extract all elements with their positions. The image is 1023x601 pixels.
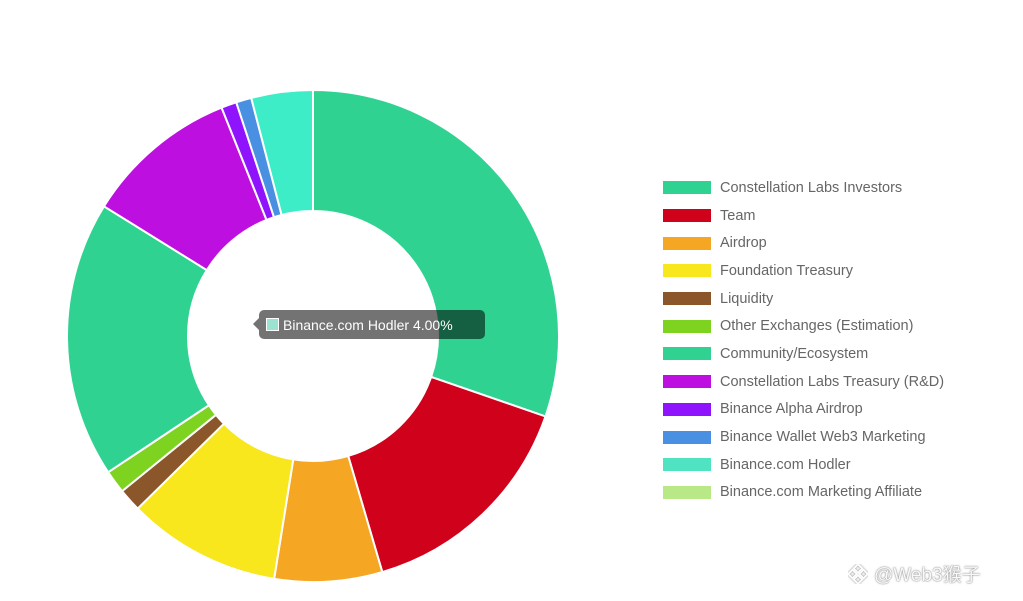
legend-label: Constellation Labs Treasury (R&D) [720, 373, 945, 390]
legend-swatch [663, 264, 711, 278]
legend-swatch [663, 236, 711, 250]
legend-item-constellation-labs-treasury-r-d[interactable]: Constellation Labs Treasury (R&D) [663, 368, 1003, 396]
slice-community-ecosystem[interactable] [66, 204, 211, 474]
legend-label: Binance Alpha Airdrop [720, 401, 863, 418]
legend-swatch [663, 292, 711, 306]
legend-item-binance-com-marketing-affiliate[interactable]: Binance.com Marketing Affiliate [663, 479, 1003, 507]
legend-item-airdrop[interactable]: Airdrop [663, 229, 1003, 257]
binance-square-logo-icon [848, 563, 868, 584]
legend-label: Team [720, 207, 756, 224]
tooltip-color-swatch [266, 318, 279, 331]
legend-label: Community/Ecosystem [720, 345, 869, 362]
legend-item-team[interactable]: Team [663, 202, 1003, 230]
legend-swatch [663, 375, 711, 389]
chart-tooltip: Binance.com Hodler 4.00% [253, 310, 485, 339]
legend-item-community-ecosystem[interactable]: Community/Ecosystem [663, 340, 1003, 368]
legend-swatch [663, 319, 711, 333]
legend-label: Constellation Labs Investors [720, 179, 903, 196]
legend-swatch [663, 181, 711, 195]
doughnut-chart [66, 88, 560, 583]
legend-label: Binance.com Marketing Affiliate [720, 484, 923, 501]
legend-item-liquidity[interactable]: Liquidity [663, 285, 1003, 313]
legend-item-other-exchanges-estimation[interactable]: Other Exchanges (Estimation) [663, 312, 1003, 340]
legend-swatch [663, 402, 711, 416]
watermark: @Web3猴子 [848, 560, 981, 587]
legend-item-binance-wallet-web3-marketing[interactable]: Binance Wallet Web3 Marketing [663, 423, 1003, 451]
tooltip-text: Binance.com Hodler 4.00% [283, 316, 453, 333]
legend-swatch [663, 209, 711, 223]
legend-item-binance-com-hodler[interactable]: Binance.com Hodler [663, 451, 1003, 479]
legend-item-binance-alpha-airdrop[interactable]: Binance Alpha Airdrop [663, 396, 1003, 424]
watermark-text: @Web3猴子 [874, 565, 981, 586]
legend-swatch [663, 485, 711, 499]
legend-swatch [663, 347, 711, 361]
slice-binance-com-hodler[interactable] [249, 88, 314, 217]
slice-constellation-labs-investors[interactable] [312, 88, 560, 418]
legend-label: Airdrop [720, 235, 767, 252]
legend-label: Other Exchanges (Estimation) [720, 318, 914, 335]
legend-label: Liquidity [720, 290, 774, 307]
legend-label: Binance.com Hodler [720, 456, 851, 473]
legend-swatch [663, 430, 711, 444]
slice-team[interactable] [346, 375, 547, 574]
legend-swatch [663, 458, 711, 472]
legend-item-foundation-treasury[interactable]: Foundation Treasury [663, 257, 1003, 285]
legend-label: Binance Wallet Web3 Marketing [720, 429, 926, 446]
legend-label: Foundation Treasury [720, 262, 853, 279]
chart-legend: Constellation Labs Investors Team Airdrop F… [663, 174, 1003, 506]
legend-item-constellation-labs-investors[interactable]: Constellation Labs Investors [663, 174, 1003, 202]
